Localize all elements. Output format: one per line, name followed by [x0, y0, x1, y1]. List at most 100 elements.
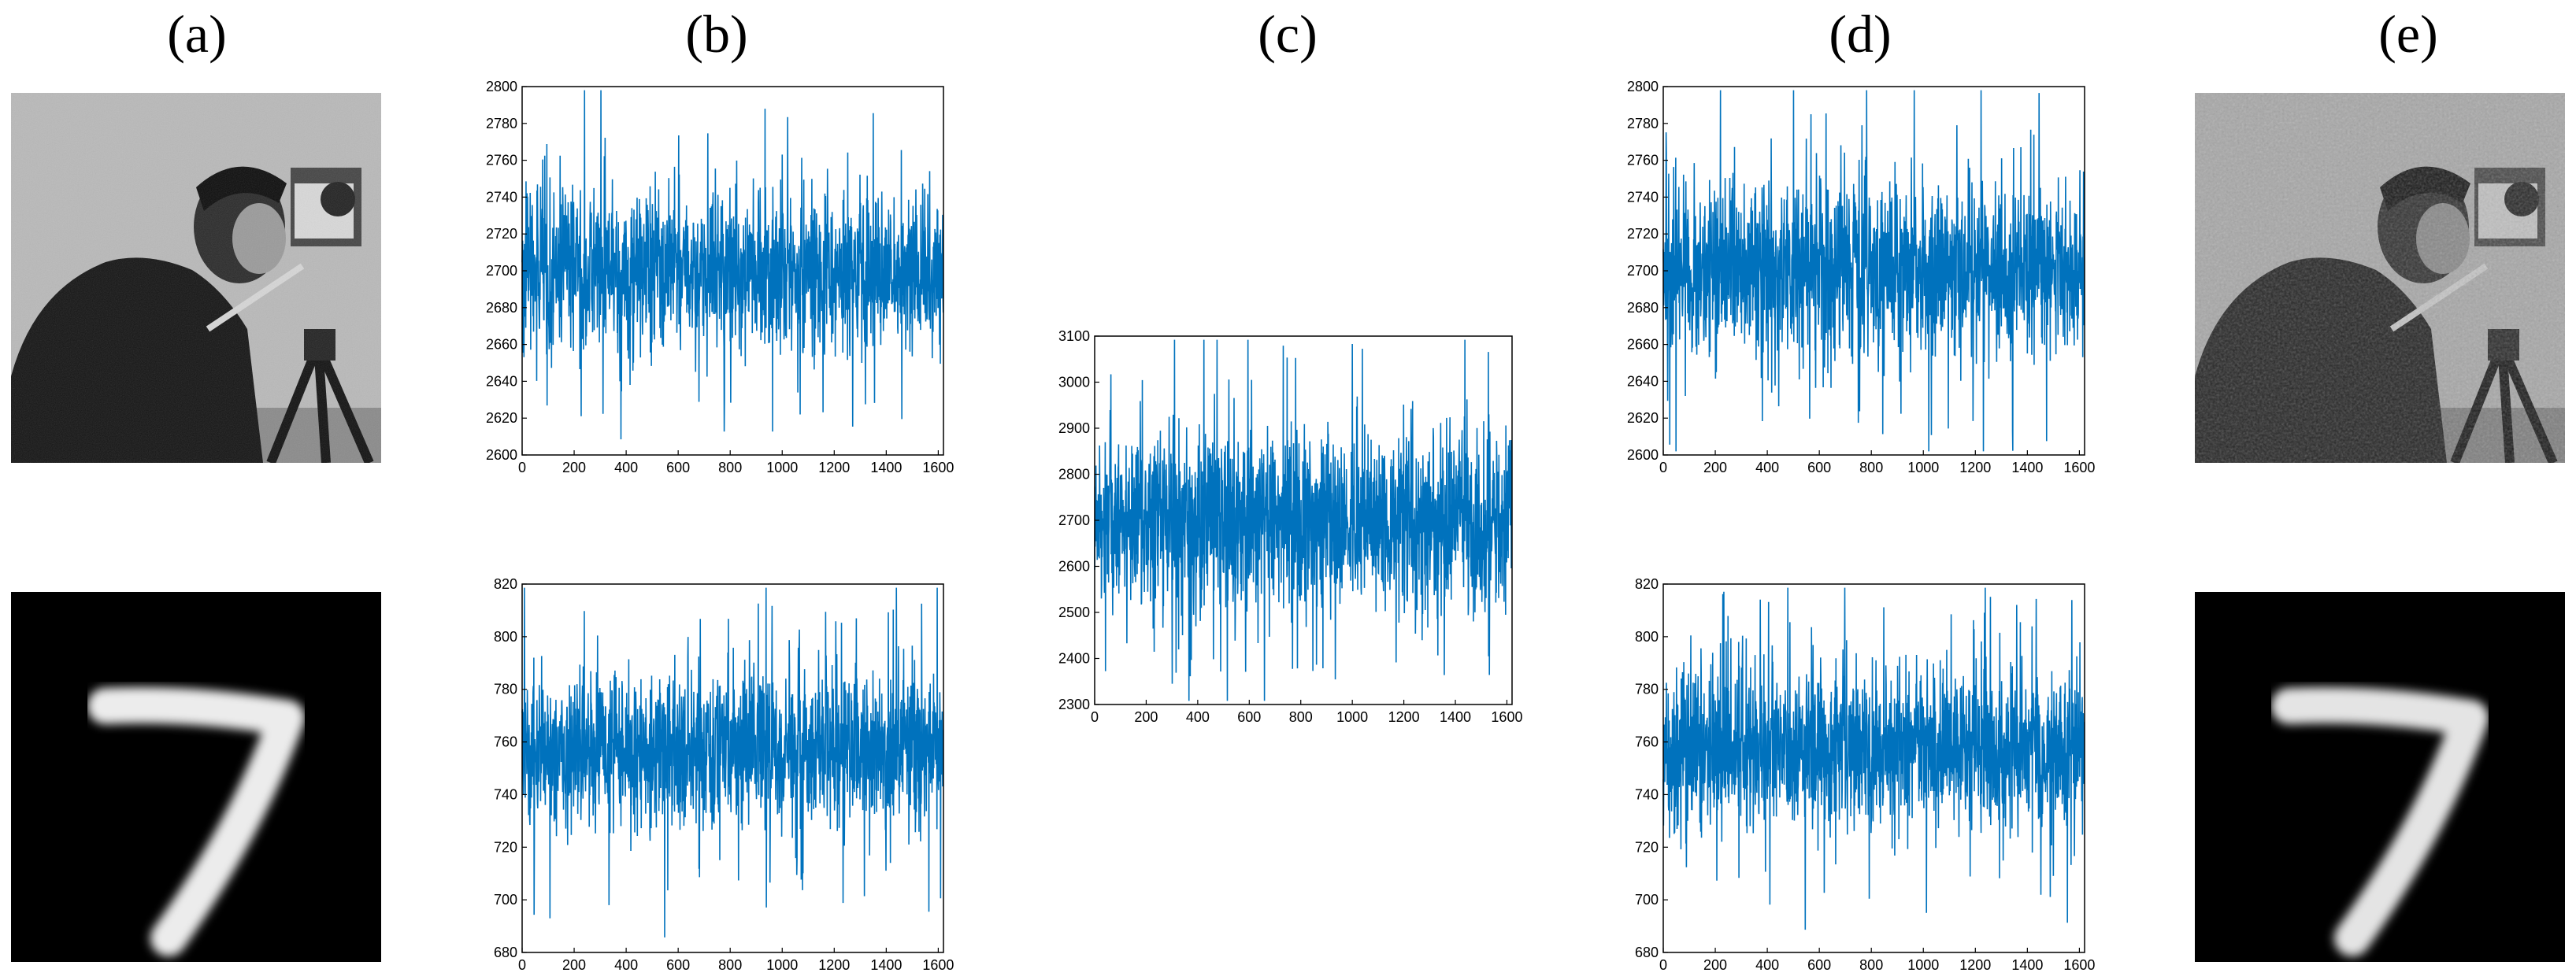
- x-tick-label: 800: [1859, 460, 1883, 475]
- y-tick-label: 2680: [1627, 300, 1659, 316]
- y-tick-label: 2800: [1627, 79, 1659, 94]
- x-tick-label: 0: [1659, 460, 1667, 475]
- y-tick-label: 2740: [1627, 189, 1659, 205]
- y-tick-label: 800: [494, 629, 517, 645]
- y-tick-label: 2700: [486, 263, 517, 279]
- digit-7-original-image: [11, 592, 381, 962]
- y-tick-label: 2620: [1627, 410, 1659, 426]
- x-tick-label: 1600: [922, 957, 954, 973]
- x-tick-label: 800: [1859, 957, 1883, 973]
- x-tick-label: 600: [1807, 460, 1831, 475]
- y-tick-label: 2660: [486, 337, 517, 353]
- x-tick-label: 1600: [922, 460, 954, 475]
- axes-frame: [521, 583, 944, 953]
- x-tick-label: 200: [1134, 709, 1158, 725]
- y-tick-label: 780: [1635, 682, 1659, 697]
- x-tick-label: 400: [1186, 709, 1210, 725]
- y-tick-label: 2600: [1058, 559, 1090, 575]
- y-tick-label: 720: [494, 839, 517, 855]
- y-tick-label: 2680: [486, 300, 517, 316]
- plot-svg-d-bottom: 0 200 400 600 800 1000 1200 1400 1600 680 700 720 74…: [1635, 576, 2095, 973]
- x-tick-label: 1000: [1907, 460, 1939, 475]
- cameraman-original-image: [11, 93, 381, 463]
- x-tick-label: 1400: [1440, 709, 1471, 725]
- y-tick-label: 2700: [1058, 512, 1090, 528]
- panel-label-e: (e): [2378, 4, 2438, 64]
- plot-svg-d-top: 0 200 400 600 800 1000 1200 1400 1600 2600 2620 264…: [1627, 79, 2095, 475]
- x-tick-label: 1200: [1959, 957, 1991, 973]
- y-tick-label: 760: [494, 734, 517, 750]
- y-tick-label: 780: [494, 682, 517, 697]
- y-tick-label: 700: [1635, 892, 1659, 908]
- x-tick-label: 200: [1703, 957, 1727, 973]
- cameraman-recovered-image: [2195, 93, 2565, 463]
- series-line: [1662, 587, 2085, 930]
- series-line: [1094, 339, 1513, 701]
- plot-d-bottom: 0 200 400 600 800 1000 1200 1400 1600 680 700 720 74…: [1608, 576, 2095, 976]
- y-tick-label: 2660: [1627, 337, 1659, 353]
- panel-label-a: (a): [167, 4, 227, 64]
- y-tick-label: 2600: [1627, 447, 1659, 463]
- series-line: [1662, 90, 2085, 452]
- y-tick-label: 2780: [486, 116, 517, 131]
- axes-frame: [1662, 583, 2085, 953]
- panel-label-c: (c): [1258, 4, 1318, 64]
- plot-d-top: 0 200 400 600 800 1000 1200 1400 1600 2600 2620 264…: [1608, 79, 2095, 479]
- x-tick-label: 1200: [1388, 709, 1420, 725]
- x-tick-label: 200: [562, 957, 586, 973]
- y-tick-label: 2760: [1627, 153, 1659, 168]
- x-tick-label: 1000: [1336, 709, 1368, 725]
- y-tick-label: 3000: [1058, 375, 1090, 390]
- panel-label-d: (d): [1829, 4, 1892, 64]
- y-tick-label: 2640: [486, 373, 517, 389]
- y-tick-label: 2740: [486, 189, 517, 205]
- x-tick-label: 1200: [818, 460, 850, 475]
- digit-7-recovered-image: [2195, 592, 2565, 962]
- series-line: [521, 587, 944, 937]
- y-tick-label: 820: [1635, 576, 1659, 592]
- y-tick-label: 2720: [486, 226, 517, 242]
- x-tick-label: 400: [614, 460, 638, 475]
- y-tick-label: 740: [494, 786, 517, 802]
- x-tick-label: 800: [718, 460, 742, 475]
- x-tick-label: 400: [1755, 460, 1779, 475]
- x-tick-label: 1000: [766, 957, 798, 973]
- x-tick-label: 600: [666, 460, 690, 475]
- plot-svg-c: 0 200 400 600 800 1000 1200 1400 1600 2300 2400 250…: [1058, 328, 1523, 725]
- plot-svg-b-bottom: 0 200 400 600 800 1000 1200 1400 1600 680 700 720 74…: [494, 576, 954, 973]
- y-tick-label: 2900: [1058, 420, 1090, 436]
- y-tick-label: 2760: [486, 153, 517, 168]
- x-tick-label: 0: [518, 957, 526, 973]
- x-tick-label: 1400: [870, 957, 902, 973]
- y-tick-label: 760: [1635, 734, 1659, 750]
- series-line: [521, 90, 944, 440]
- x-tick-label: 1000: [766, 460, 798, 475]
- x-tick-label: 600: [1807, 957, 1831, 973]
- y-tick-label: 2700: [1627, 263, 1659, 279]
- y-tick-label: 2640: [1627, 373, 1659, 389]
- y-tick-label: 2800: [486, 79, 517, 94]
- x-tick-label: 400: [614, 957, 638, 973]
- x-tick-label: 1400: [2011, 957, 2043, 973]
- x-tick-label: 1600: [2063, 957, 2095, 973]
- y-tick-label: 680: [1635, 945, 1659, 960]
- x-tick-label: 600: [666, 957, 690, 973]
- x-tick-label: 800: [1289, 709, 1313, 725]
- y-tick-label: 2500: [1058, 605, 1090, 620]
- plot-c: 0 200 400 600 800 1000 1200 1400 1600 2300 2400 250…: [1040, 328, 1523, 728]
- y-tick-label: 2620: [486, 410, 517, 426]
- x-tick-label: 800: [718, 957, 742, 973]
- y-tick-label: 720: [1635, 839, 1659, 855]
- plot-b-top: 0 200 400 600 800 1000 1200 1400 1600 2600 2620 264…: [467, 79, 954, 479]
- y-tick-label: 700: [494, 892, 517, 908]
- panel-label-b: (b): [685, 4, 748, 64]
- x-tick-label: 0: [518, 460, 526, 475]
- x-tick-label: 1600: [2063, 460, 2095, 475]
- y-tick-label: 820: [494, 576, 517, 592]
- x-tick-label: 1200: [818, 957, 850, 973]
- x-tick-label: 400: [1755, 957, 1779, 973]
- y-tick-label: 800: [1635, 629, 1659, 645]
- y-tick-label: 680: [494, 945, 517, 960]
- y-tick-label: 2780: [1627, 116, 1659, 131]
- plot-b-bottom: 0 200 400 600 800 1000 1200 1400 1600 680 700 720 74…: [467, 576, 954, 976]
